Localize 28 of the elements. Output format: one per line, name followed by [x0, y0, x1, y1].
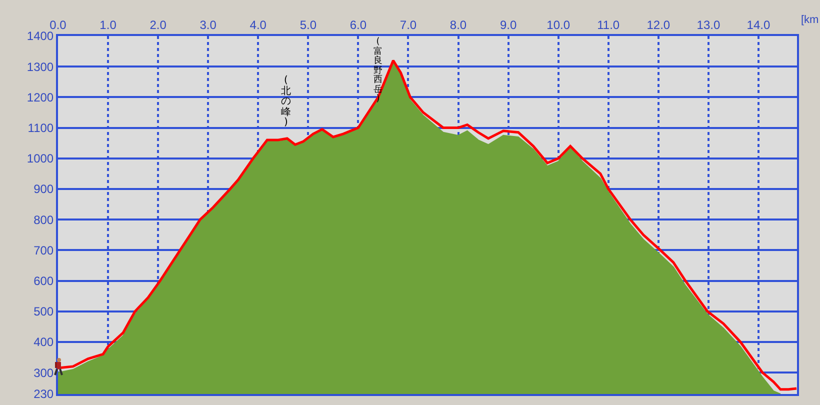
y-tick-label: 800 [34, 212, 54, 227]
y-tick-label: 900 [34, 182, 54, 196]
x-tick-label: 13.0 [696, 18, 720, 32]
x-axis-title: [km [801, 14, 819, 26]
x-tick-label: 3.0 [200, 18, 217, 32]
y-tick-label: 300 [34, 366, 54, 380]
x-tick-label: 10.0 [546, 18, 570, 32]
x-tick-label: 12.0 [646, 18, 670, 32]
x-tick-label: 1.0 [100, 18, 117, 32]
x-tick-label: 11.0 [597, 18, 620, 32]
x-tick-label: 6.0 [350, 18, 367, 32]
x-tick-label: 7.0 [400, 18, 417, 32]
y-tick-label: 600 [34, 274, 54, 288]
y-tick-label: 700 [34, 243, 54, 258]
y-tick-label: 500 [34, 304, 54, 319]
y-tick-label: 1100 [28, 120, 54, 135]
y-tick-label: 1000 [26, 152, 54, 166]
annotation: (北の峰) [280, 75, 292, 128]
y-tick-label: 400 [34, 335, 54, 350]
x-tick-label: 14.0 [746, 18, 770, 32]
x-tick-label: 2.0 [150, 18, 167, 32]
y-tick-label: 1200 [26, 90, 54, 104]
y-tick-label: 1300 [26, 60, 54, 74]
x-tick-label: 9.0 [500, 18, 517, 32]
y-tick-label: 230 [34, 387, 54, 402]
x-tick-label: 8.0 [450, 18, 467, 32]
x-tick-label: 5.0 [300, 18, 317, 32]
x-tick-label: 4.0 [250, 18, 267, 32]
